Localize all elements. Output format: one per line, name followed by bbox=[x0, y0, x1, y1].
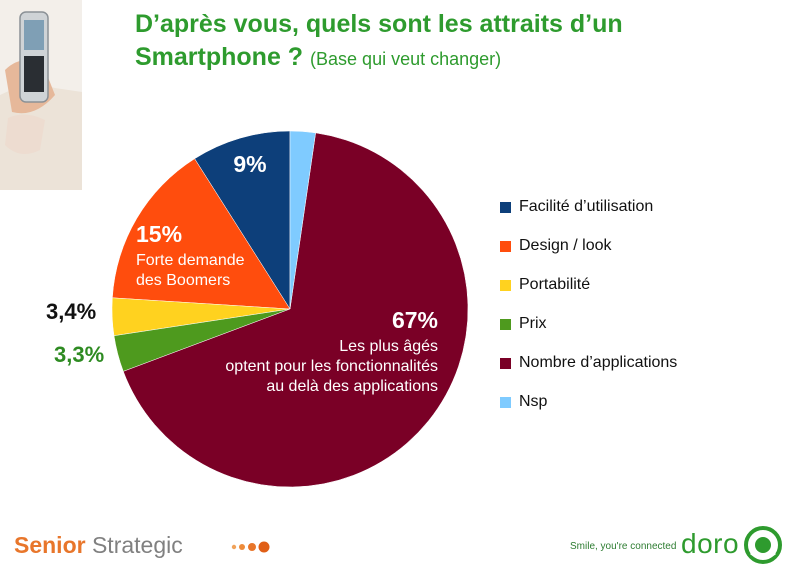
pie-chart: 9% 15% Forte demande des Boomers 67% Les plus… bbox=[111, 130, 469, 488]
legend-swatch-3 bbox=[500, 319, 511, 330]
legend-label-3: Prix bbox=[519, 315, 547, 332]
slice-value-label-1: 15% bbox=[136, 221, 182, 247]
brand-dots-icon bbox=[231, 541, 270, 553]
legend-label-2: Portabilité bbox=[519, 276, 591, 293]
legend-label-1: Design / look bbox=[519, 237, 612, 254]
legend-swatch-1 bbox=[500, 241, 511, 252]
smartphone-hand-photo bbox=[0, 0, 82, 190]
title-line-2: Smartphone ? (Base qui veut changer) bbox=[135, 41, 695, 76]
legend-swatch-2 bbox=[500, 280, 511, 291]
chart-subtitle: (Base qui veut changer) bbox=[310, 49, 502, 69]
pie-slice-5 bbox=[289, 130, 316, 310]
slice-note-4-1: optent pour les fonctionnalités bbox=[225, 358, 438, 375]
pie-slice-4 bbox=[122, 132, 469, 488]
slice-note-4-0: Les plus âgés bbox=[339, 338, 438, 355]
chart-title: D’après vous, quels sont les attraits d’… bbox=[135, 8, 695, 76]
slice-note-1-1: des Boomers bbox=[136, 272, 230, 289]
doro-logo-text: doro bbox=[681, 528, 740, 559]
slice-note-1-0: Forte demande bbox=[136, 252, 245, 269]
legend-swatch-0 bbox=[500, 202, 511, 213]
legend-swatch-4 bbox=[500, 358, 511, 369]
legend-label-5: Nsp bbox=[519, 393, 548, 410]
legend-label-0: Facilité d’utilisation bbox=[519, 198, 654, 215]
brand-bold: Senior bbox=[14, 532, 86, 558]
slice-value-label-4: 67% bbox=[392, 307, 438, 333]
title-line-2-main: Smartphone ? bbox=[135, 43, 304, 71]
data-label-prix: 3,3% bbox=[54, 342, 105, 367]
pie-slice-0 bbox=[194, 130, 291, 310]
title-line-1: D’après vous, quels sont les attraits d’… bbox=[135, 10, 623, 38]
tagline: Smile, you're connected bbox=[570, 541, 677, 552]
legend-label-4: Nombre d’applications bbox=[519, 354, 678, 371]
slice-note-4-2: au delà des applications bbox=[266, 378, 438, 395]
smartphone-hand-icon bbox=[0, 0, 82, 190]
data-label-portabilite: 3,4% bbox=[46, 299, 97, 324]
pie-slice-1 bbox=[112, 158, 291, 310]
doro-logo-icon bbox=[744, 526, 782, 564]
senior-strategic-logo: Senior Strategic bbox=[14, 532, 183, 559]
brand-rest: Strategic bbox=[91, 532, 183, 558]
legend-swatch-5 bbox=[500, 397, 511, 408]
slice-value-label-0: 9% bbox=[233, 151, 266, 177]
